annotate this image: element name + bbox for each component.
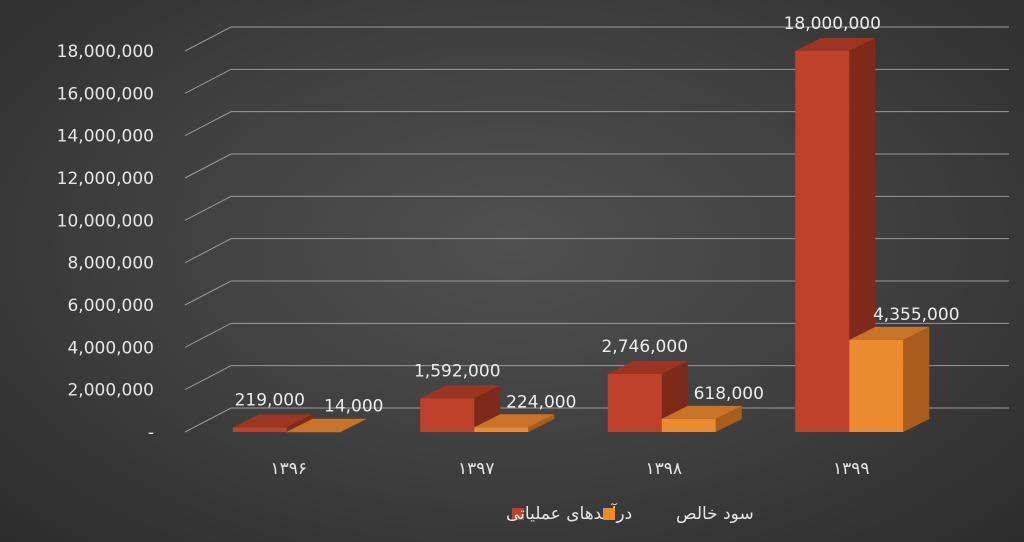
- bar-front: [661, 418, 716, 432]
- data-label: 14,000: [324, 397, 383, 417]
- gridline: [184, 195, 1009, 221]
- bars: [232, 38, 930, 433]
- bar-top: [232, 414, 313, 428]
- y-tick-label: 12,000,000: [57, 169, 154, 189]
- bar-side: [528, 414, 555, 432]
- y-tick-label: 6,000,000: [67, 296, 154, 316]
- legend: درآمدهای عملیاتی سود خالص: [506, 502, 754, 524]
- bar-net-profit: [849, 326, 930, 432]
- bar-net-profit: [286, 418, 367, 433]
- bar-top: [795, 38, 876, 51]
- legend-label-net-profit: سود خالص: [676, 504, 754, 524]
- gridlines: [184, 26, 1009, 433]
- gridline: [184, 407, 1009, 433]
- bar-top: [607, 360, 688, 374]
- gridline: [184, 153, 1009, 179]
- data-label: 18,000,000: [784, 14, 881, 34]
- y-tick-label: 10,000,000: [57, 211, 154, 231]
- bar-top: [420, 385, 501, 399]
- bar-front: [420, 398, 475, 432]
- bar-side: [286, 414, 313, 432]
- bar-revenue: [232, 414, 313, 432]
- bar-front: [795, 51, 850, 432]
- y-tick-label: 2,000,000: [67, 381, 154, 401]
- y-tick-label: 18,000,000: [57, 42, 154, 62]
- x-category-label: ۱۳۹۷: [458, 459, 495, 479]
- gridline: [184, 68, 1009, 94]
- bar-side: [715, 405, 742, 432]
- bar-top: [661, 405, 742, 419]
- gridline: [184, 26, 1009, 52]
- x-axis: ۱۳۹۶ ۱۳۹۷ ۱۳۹۸ ۱۳۹۹: [270, 459, 869, 479]
- bar-revenue: [795, 38, 876, 432]
- y-tick-label: -: [148, 423, 154, 443]
- bar-front: [849, 339, 904, 432]
- bar-net-profit: [661, 405, 742, 432]
- bar-top: [849, 326, 930, 340]
- gridline: [184, 322, 1009, 348]
- gridline: [184, 280, 1009, 306]
- x-category-label: ۱۳۹۸: [645, 459, 682, 479]
- bar-side: [340, 418, 367, 432]
- legend-swatch-net-profit: [603, 508, 615, 520]
- bar-front: [286, 431, 341, 433]
- data-label: 219,000: [235, 390, 305, 410]
- data-label: 618,000: [694, 384, 764, 404]
- data-label: 2,746,000: [601, 337, 688, 357]
- data-label: 4,355,000: [873, 305, 960, 325]
- y-axis: - 2,000,000 4,000,000 6,000,000 8,000,000 10,…: [57, 42, 154, 443]
- bar-front: [607, 373, 662, 432]
- legend-swatch-revenue: [512, 508, 524, 520]
- bar-side: [903, 326, 930, 432]
- x-category-label: ۱۳۹۶: [270, 459, 307, 479]
- y-tick-label: 8,000,000: [67, 254, 154, 274]
- y-tick-label: 14,000,000: [57, 127, 154, 147]
- bar-net-profit: [474, 414, 555, 432]
- gridline: [184, 365, 1009, 391]
- data-label: 224,000: [506, 392, 576, 412]
- gridline: [184, 111, 1009, 137]
- x-category-label: ۱۳۹۹: [833, 459, 870, 479]
- bar-top: [286, 418, 367, 432]
- bar-front: [474, 427, 529, 432]
- y-tick-label: 16,000,000: [57, 84, 154, 104]
- data-label: 1,592,000: [414, 361, 501, 381]
- legend-label-revenue: درآمدهای عملیاتی: [506, 502, 632, 524]
- bar-front: [232, 427, 287, 432]
- bar-top: [474, 414, 555, 428]
- gridline: [184, 238, 1009, 264]
- y-tick-label: 4,000,000: [67, 338, 154, 358]
